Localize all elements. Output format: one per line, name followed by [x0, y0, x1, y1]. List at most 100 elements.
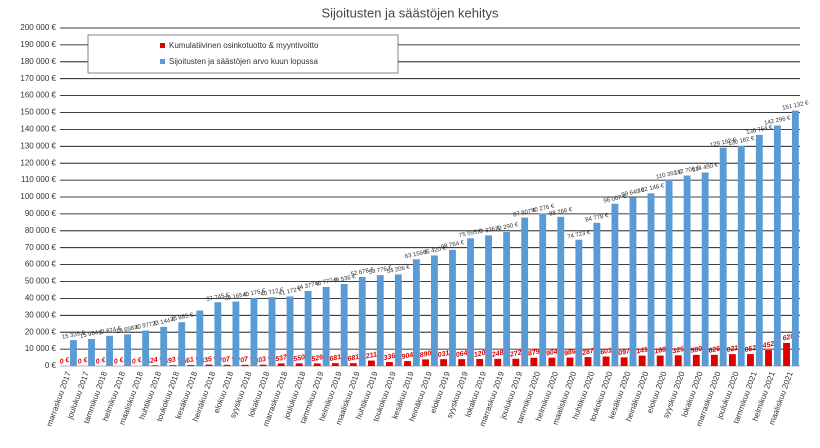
bar [548, 357, 556, 366]
value-label: 136 764 € [746, 125, 774, 137]
value-label: 54 206 € [386, 264, 411, 275]
y-tick-label: 150 000 € [20, 108, 56, 117]
value-label: 79 290 € [495, 222, 520, 233]
bar [440, 359, 448, 366]
value-label: 0 € [77, 357, 89, 366]
value-label: 424 € [145, 355, 166, 366]
value-label: 561 € [182, 355, 202, 366]
value-label: 6 580 € [684, 344, 709, 356]
bar [268, 297, 276, 366]
value-label: 18 698 € [116, 324, 141, 335]
bar [178, 322, 186, 366]
value-label: 110 392 € [656, 169, 684, 180]
y-tick-label: 190 000 € [20, 40, 56, 49]
bar [765, 350, 772, 366]
value-label: 0 € [113, 357, 125, 366]
value-label: 102 146 € [637, 183, 665, 195]
bar [386, 362, 393, 366]
bar [358, 276, 366, 366]
value-label: 23 144 € [152, 317, 177, 328]
bar [124, 334, 132, 366]
value-label: 38 165 € [224, 292, 249, 303]
value-label: 5 287 € [576, 346, 601, 358]
y-tick-label: 20 000 € [25, 327, 57, 336]
bar [584, 357, 592, 366]
value-label: 53 776 € [368, 265, 393, 276]
bar [422, 359, 429, 366]
value-label: 40 176 € [242, 288, 267, 299]
y-tick-label: 160 000 € [20, 91, 56, 100]
bar [602, 356, 610, 366]
bar [304, 291, 312, 366]
y-tick-label: 10 000 € [25, 344, 57, 353]
legend-swatch [160, 43, 165, 48]
bar [187, 365, 195, 366]
bar [773, 125, 781, 366]
bar [512, 358, 520, 366]
value-label: 99 640 € [621, 188, 646, 199]
value-label: 803 € [254, 355, 274, 366]
bar [737, 145, 745, 366]
value-label: 75 595 € [459, 228, 484, 239]
bar [458, 359, 466, 366]
bar [620, 357, 628, 366]
value-label: 52 678 € [350, 267, 375, 278]
bar [467, 238, 474, 366]
value-label: 68 764 € [441, 240, 466, 251]
y-tick-label: 120 000 € [20, 158, 56, 167]
value-label: 151 132 € [782, 100, 810, 112]
bar [367, 360, 375, 366]
value-label: 6 168 € [648, 345, 673, 357]
legend-label: Kumulatiivinen osinkotuotto & myyntivoit… [169, 41, 319, 50]
value-label: 6 141 € [630, 345, 655, 357]
bar [331, 363, 339, 366]
bar [223, 364, 231, 366]
bar [106, 335, 113, 366]
chart-title: Sijoitusten ja säästöjen kehitys [321, 5, 499, 20]
bar [214, 302, 222, 366]
value-label: 3 890 € [413, 349, 438, 361]
y-tick-label: 60 000 € [25, 260, 57, 269]
value-label: 40 712 € [260, 287, 285, 298]
bar [566, 357, 574, 366]
bar [611, 203, 619, 366]
value-label: 88 266 € [549, 207, 574, 218]
value-label: 0 € [59, 357, 71, 366]
bar [259, 364, 267, 366]
value-label: 707 € [218, 355, 238, 366]
bar [557, 216, 565, 366]
bar [322, 286, 330, 366]
bar [674, 355, 682, 366]
bar [755, 134, 763, 366]
bar [485, 235, 493, 366]
value-label: 1 537 € [269, 353, 294, 365]
value-label: 9 452 € [756, 339, 781, 351]
value-label: 44 377 € [296, 281, 321, 292]
value-label: 15 335 € [62, 330, 87, 341]
value-label: 6 325 € [666, 345, 691, 357]
y-tick-label: 40 000 € [25, 294, 57, 303]
bar [521, 217, 529, 366]
value-label: 1 526 € [305, 353, 330, 365]
bar [647, 193, 655, 366]
bar [313, 363, 321, 366]
bar [593, 222, 601, 366]
bar [88, 339, 95, 366]
bar [151, 365, 159, 366]
value-label: 1 681 € [341, 352, 366, 364]
bar [629, 197, 637, 366]
y-tick-label: 50 000 € [25, 277, 57, 286]
value-label: 20 977 € [134, 321, 159, 332]
bar [277, 363, 285, 366]
bar [719, 147, 727, 366]
bar [656, 355, 664, 366]
value-label: 5 601 € [594, 346, 619, 358]
bar [286, 296, 294, 366]
bar [196, 310, 204, 366]
value-label: 25 885 € [170, 312, 195, 323]
value-label: 130 182 € [728, 136, 756, 148]
value-label: 6 626 € [702, 344, 727, 356]
value-label: 1 681 € [323, 352, 348, 364]
